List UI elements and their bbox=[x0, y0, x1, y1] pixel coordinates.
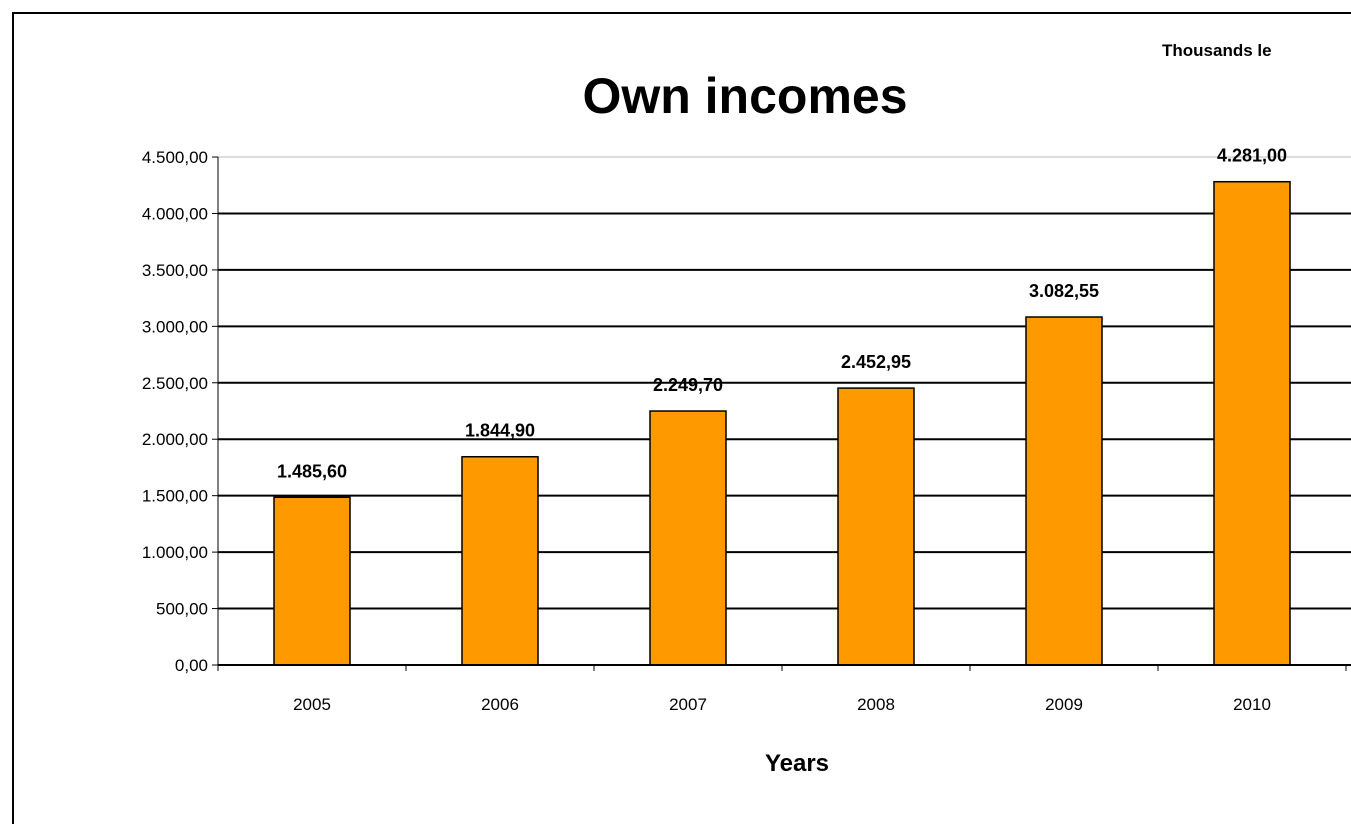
chart-frame bbox=[12, 12, 1351, 824]
data-label-2007: 2.249,70 bbox=[653, 375, 723, 395]
y-tick-label: 3.500,00 bbox=[142, 261, 208, 280]
y-tick-label: 4.500,00 bbox=[142, 148, 208, 167]
chart-title: Own incomes bbox=[582, 68, 907, 124]
bar-2008 bbox=[837, 387, 915, 666]
x-tick-label-2008: 2008 bbox=[857, 695, 895, 714]
y-tick-label: 1.500,00 bbox=[142, 487, 208, 506]
unit-label: Thousands le bbox=[1162, 41, 1272, 60]
y-tick-label: 0,00 bbox=[175, 656, 208, 675]
data-label-2008: 2.452,95 bbox=[841, 352, 911, 372]
y-tick-label: 500,00 bbox=[156, 600, 208, 619]
bars bbox=[273, 180, 1291, 666]
x-tick-label-2009: 2009 bbox=[1045, 695, 1083, 714]
x-axis-tick-labels: 2005 2006 2007 2008 2009 2010 bbox=[293, 695, 1271, 714]
axes bbox=[212, 156, 1351, 671]
data-labels: 1.485,60 1.844,90 2.249,70 2.452,95 3.082,55… bbox=[277, 146, 1287, 482]
bar-2009 bbox=[1025, 316, 1103, 666]
y-tick-label: 3.000,00 bbox=[142, 317, 208, 336]
x-axis-title: Years bbox=[765, 750, 829, 777]
bar-2007 bbox=[649, 410, 727, 666]
x-tick-label-2007: 2007 bbox=[669, 695, 707, 714]
grid-lines bbox=[218, 156, 1351, 610]
x-tick-label-2005: 2005 bbox=[293, 695, 331, 714]
x-tick-label-2006: 2006 bbox=[481, 695, 519, 714]
bar-2005 bbox=[273, 496, 351, 666]
data-label-2005: 1.485,60 bbox=[277, 461, 347, 481]
data-label-2006: 1.844,90 bbox=[465, 421, 535, 441]
y-tick-label: 1.000,00 bbox=[142, 543, 208, 562]
data-label-2010: 4.281,00 bbox=[1217, 146, 1287, 166]
bar-2006 bbox=[461, 455, 539, 666]
y-tick-label: 4.000,00 bbox=[142, 204, 208, 223]
y-axis-tick-labels: 0,00 500,00 1.000,00 1.500,00 2.000,00 2.500,… bbox=[142, 148, 208, 675]
y-tick-label: 2.000,00 bbox=[142, 430, 208, 449]
bar-2010 bbox=[1213, 180, 1291, 666]
x-tick-label-2010: 2010 bbox=[1233, 695, 1271, 714]
data-label-2009: 3.082,55 bbox=[1029, 281, 1099, 301]
y-tick-label: 2.500,00 bbox=[142, 374, 208, 393]
